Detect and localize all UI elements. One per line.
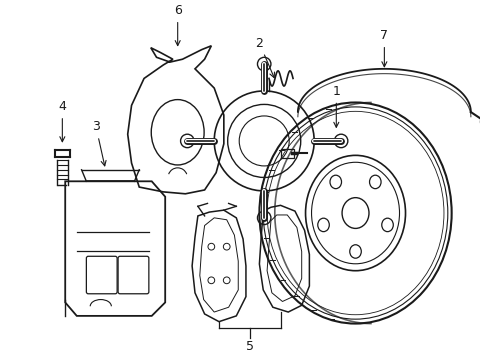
Text: 2: 2	[255, 37, 274, 78]
Text: 4: 4	[58, 100, 66, 142]
Text: 7: 7	[380, 29, 387, 67]
Text: 1: 1	[332, 85, 340, 127]
Text: 3: 3	[92, 120, 106, 166]
Text: 6: 6	[173, 4, 181, 46]
Text: 5: 5	[245, 340, 253, 353]
